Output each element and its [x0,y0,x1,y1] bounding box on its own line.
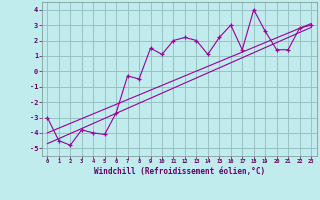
X-axis label: Windchill (Refroidissement éolien,°C): Windchill (Refroidissement éolien,°C) [94,167,265,176]
